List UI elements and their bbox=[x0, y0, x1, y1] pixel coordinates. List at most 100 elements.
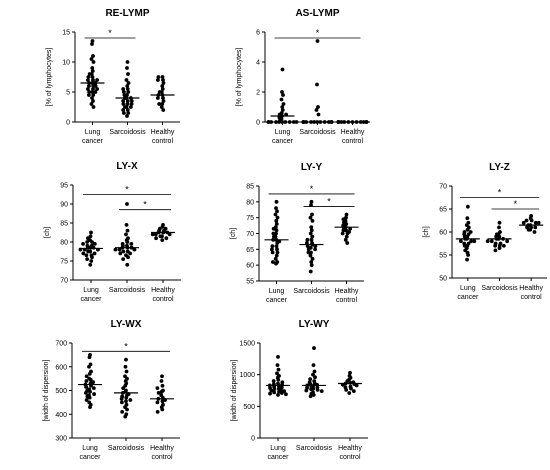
data-point bbox=[87, 371, 92, 376]
data-point bbox=[126, 255, 130, 260]
data-point bbox=[521, 220, 526, 225]
category-label: Healthy control bbox=[341, 129, 365, 145]
significance-label: * bbox=[310, 184, 314, 194]
data-point bbox=[310, 256, 315, 261]
data-point bbox=[344, 228, 348, 233]
data-point bbox=[121, 257, 126, 261]
data-point bbox=[497, 225, 501, 230]
data-point bbox=[113, 247, 118, 252]
panel-title: LY-Y bbox=[301, 162, 323, 173]
data-point bbox=[309, 263, 314, 268]
y-axis-label: [ch] bbox=[423, 226, 430, 237]
data-point bbox=[87, 72, 92, 76]
y-tick-label: 60 bbox=[439, 230, 447, 237]
y-tick-label: 65 bbox=[246, 247, 254, 254]
data-point bbox=[340, 231, 345, 236]
data-point bbox=[156, 75, 161, 79]
data-point bbox=[87, 84, 91, 88]
data-point bbox=[120, 409, 125, 414]
data-point bbox=[85, 257, 90, 261]
data-point bbox=[159, 105, 164, 109]
y-tick-label: 85 bbox=[60, 221, 68, 228]
data-point bbox=[277, 389, 281, 394]
significance-label: * bbox=[327, 197, 331, 207]
category-label: Healthy control bbox=[335, 288, 359, 304]
data-point bbox=[310, 234, 315, 239]
data-point bbox=[344, 222, 349, 226]
data-point bbox=[280, 120, 285, 124]
data-point bbox=[314, 108, 319, 112]
significance-label: * bbox=[514, 199, 518, 209]
data-point bbox=[274, 120, 278, 124]
data-point bbox=[276, 377, 281, 382]
panel-ly-wy: LY-WY 0 500 1000 1500 [width of dispersion] Lu… bbox=[231, 319, 368, 461]
y-tick-label: 400 bbox=[55, 412, 67, 419]
y-axis-label: [width of dispersion] bbox=[231, 360, 238, 422]
data-point bbox=[275, 209, 279, 214]
data-point bbox=[87, 364, 91, 369]
data-point bbox=[497, 220, 502, 225]
data-point bbox=[349, 386, 353, 391]
data-point bbox=[344, 387, 349, 392]
category-label: Sarcoidosis bbox=[108, 445, 145, 452]
y-axis-label: [% of lymphocytes] bbox=[236, 48, 243, 107]
data-point bbox=[315, 387, 320, 392]
data-point bbox=[160, 374, 164, 379]
data-point bbox=[150, 232, 155, 237]
data-point bbox=[275, 241, 280, 245]
data-point bbox=[336, 120, 341, 124]
data-point bbox=[161, 99, 166, 103]
data-point bbox=[348, 381, 353, 385]
data-point bbox=[119, 396, 124, 401]
data-point bbox=[275, 215, 280, 220]
data-point bbox=[160, 238, 165, 243]
y-tick-label: 6 bbox=[256, 30, 260, 37]
data-point bbox=[89, 259, 94, 263]
data-point bbox=[125, 102, 130, 106]
data-point bbox=[279, 97, 284, 102]
y-tick-label: 5 bbox=[66, 90, 70, 97]
data-point bbox=[270, 244, 275, 249]
significance-label: * bbox=[316, 28, 320, 38]
data-point bbox=[81, 251, 86, 256]
data-point bbox=[122, 93, 127, 97]
data-point bbox=[157, 102, 162, 106]
data-point bbox=[161, 81, 166, 85]
y-tick-label: 500 bbox=[243, 404, 255, 411]
data-point bbox=[84, 390, 88, 395]
data-point bbox=[91, 60, 96, 64]
data-point bbox=[122, 90, 126, 94]
data-point bbox=[308, 215, 313, 220]
data-point bbox=[310, 218, 315, 223]
data-point bbox=[308, 377, 313, 381]
data-point bbox=[274, 261, 278, 266]
data-point bbox=[489, 239, 494, 244]
data-point bbox=[92, 392, 96, 396]
category-label: Sarcoidosis bbox=[299, 129, 336, 136]
data-point bbox=[125, 262, 130, 267]
data-point bbox=[125, 202, 129, 206]
data-point bbox=[269, 120, 274, 124]
data-point bbox=[81, 242, 85, 246]
data-point bbox=[85, 240, 90, 244]
data-point bbox=[305, 241, 309, 245]
data-point bbox=[126, 90, 131, 94]
data-point bbox=[95, 87, 99, 91]
y-tick-label: 55 bbox=[439, 253, 447, 260]
data-point bbox=[312, 346, 316, 350]
data-point bbox=[155, 386, 160, 391]
y-tick-label: 95 bbox=[60, 183, 68, 190]
significance-label: * bbox=[124, 341, 128, 351]
category-label: Sarcoidosis bbox=[481, 285, 518, 292]
data-point bbox=[89, 57, 94, 61]
data-point bbox=[125, 87, 130, 91]
data-point bbox=[276, 355, 280, 359]
data-point bbox=[91, 93, 96, 97]
data-point bbox=[84, 385, 89, 389]
data-point bbox=[280, 90, 284, 94]
data-point bbox=[84, 398, 89, 402]
data-point bbox=[125, 60, 130, 64]
data-point bbox=[271, 260, 275, 264]
data-point bbox=[284, 392, 288, 397]
data-point bbox=[92, 242, 97, 246]
